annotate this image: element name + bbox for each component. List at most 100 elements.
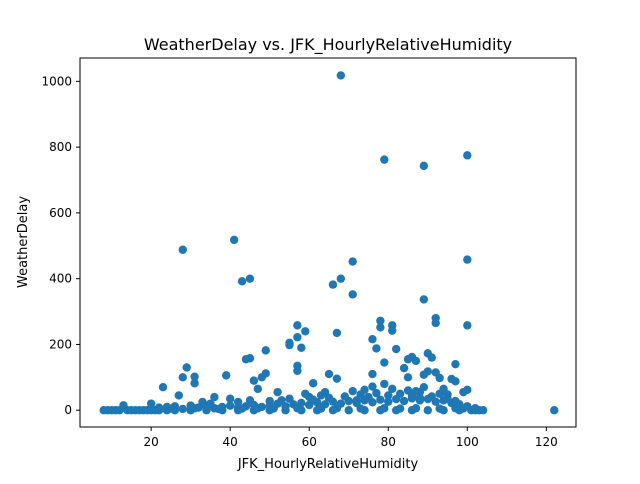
x-tick-label: 80 bbox=[381, 435, 396, 449]
scatter-point bbox=[376, 323, 385, 332]
scatter-point bbox=[225, 401, 235, 410]
scatter-point bbox=[423, 406, 432, 415]
scatter-point bbox=[253, 404, 263, 413]
scatter-point bbox=[320, 387, 330, 397]
plot-frame bbox=[79, 57, 577, 428]
scatter-point bbox=[376, 395, 385, 404]
scatter-point bbox=[368, 369, 377, 379]
x-tick-label: 20 bbox=[143, 435, 158, 449]
scatter-point bbox=[478, 406, 488, 415]
scatter-point bbox=[336, 274, 346, 283]
scatter-point bbox=[178, 245, 187, 254]
scatter-point bbox=[316, 404, 326, 413]
scatter-point bbox=[451, 359, 460, 369]
scatter-point bbox=[384, 391, 393, 400]
scatter-point bbox=[265, 396, 274, 406]
scatter-point bbox=[550, 406, 559, 415]
scatter-point bbox=[439, 384, 448, 394]
scatter-point bbox=[443, 394, 452, 403]
scatter-point bbox=[368, 334, 377, 344]
scatter-point bbox=[324, 369, 334, 379]
scatter-point bbox=[190, 404, 199, 413]
scatter-point bbox=[399, 396, 409, 406]
scatter-point bbox=[451, 396, 460, 406]
scatter-point bbox=[277, 396, 286, 405]
scatter-point bbox=[403, 355, 413, 364]
y-tick-label: 400 bbox=[49, 272, 72, 286]
scatter-point bbox=[463, 255, 472, 264]
scatter-point bbox=[403, 373, 413, 382]
scatter-point bbox=[115, 406, 124, 415]
scatter-point bbox=[348, 386, 357, 396]
scatter-point bbox=[174, 391, 183, 400]
scatter-point bbox=[293, 366, 302, 375]
scatter-point bbox=[435, 373, 444, 383]
scatter-point bbox=[415, 396, 425, 405]
scatter-point bbox=[146, 399, 156, 408]
y-axis-label: WeatherDelay bbox=[16, 196, 31, 288]
scatter-point bbox=[388, 326, 397, 335]
chart-title: WeatherDelay vs. JFK_HourlyRelativeHumid… bbox=[144, 35, 512, 55]
scatter-point bbox=[340, 392, 349, 401]
x-tick-label: 120 bbox=[535, 435, 558, 449]
scatter-point bbox=[285, 394, 294, 403]
scatter-point bbox=[380, 358, 389, 367]
scatter-point bbox=[237, 404, 247, 413]
scatter-point bbox=[384, 397, 393, 406]
scatter-point bbox=[411, 386, 421, 396]
scatter-point bbox=[411, 356, 421, 366]
scatter-point bbox=[293, 321, 302, 330]
scatter-point bbox=[380, 379, 389, 389]
scatter-point bbox=[293, 404, 302, 413]
scatter-point bbox=[245, 396, 255, 405]
scatter-point bbox=[297, 343, 306, 352]
scatter-point bbox=[399, 363, 409, 373]
scatter-point bbox=[233, 397, 243, 407]
scatter-point bbox=[419, 370, 429, 379]
scatter-point bbox=[237, 277, 247, 286]
x-axis-label: JFK_HourlyRelativeHumidity bbox=[237, 457, 419, 472]
scatter-point bbox=[253, 384, 263, 394]
scatter-point bbox=[269, 404, 278, 413]
scatter-point bbox=[328, 280, 338, 289]
scatter-point bbox=[419, 161, 429, 171]
y-tick-label: 800 bbox=[49, 140, 72, 154]
scatter-point bbox=[395, 389, 405, 398]
scatter-point bbox=[190, 372, 199, 381]
y-tick-label: 200 bbox=[49, 337, 72, 351]
scatter-point bbox=[336, 71, 346, 80]
scatter-point bbox=[380, 155, 389, 164]
x-tick-label: 40 bbox=[223, 435, 238, 449]
scatter-point bbox=[158, 383, 168, 392]
scatter-point bbox=[459, 387, 468, 397]
scatter-point bbox=[154, 403, 164, 412]
scatter-point bbox=[344, 406, 353, 415]
scatter-point bbox=[210, 392, 219, 402]
scatter-point bbox=[411, 404, 421, 413]
scatter-point bbox=[463, 151, 472, 160]
scatter-point bbox=[214, 404, 223, 414]
scatter-point bbox=[301, 389, 310, 398]
scatter-point bbox=[376, 316, 385, 325]
scatter-point bbox=[281, 402, 290, 411]
scatter-point bbox=[388, 384, 397, 394]
scatter-point bbox=[293, 333, 302, 342]
scatter-point bbox=[241, 355, 251, 364]
scatter-point bbox=[225, 394, 235, 403]
scatter-point bbox=[190, 379, 199, 388]
x-tick-label: 60 bbox=[302, 435, 317, 449]
scatter-point bbox=[249, 376, 259, 385]
y-axis: 0 200 400 600 800 1000 bbox=[41, 74, 80, 417]
y-tick-label: 600 bbox=[49, 206, 72, 220]
scatter-point bbox=[364, 392, 373, 402]
scatter-point bbox=[285, 340, 294, 350]
x-axis: 20 40 60 80 100 120 bbox=[143, 427, 558, 449]
scatter-point bbox=[372, 344, 381, 353]
scatter-point bbox=[391, 344, 401, 354]
scatter-point bbox=[273, 387, 282, 397]
scatter-point bbox=[182, 363, 191, 372]
scatter-point bbox=[360, 385, 369, 395]
scatter-point bbox=[431, 318, 440, 328]
scatter-point bbox=[459, 404, 468, 413]
